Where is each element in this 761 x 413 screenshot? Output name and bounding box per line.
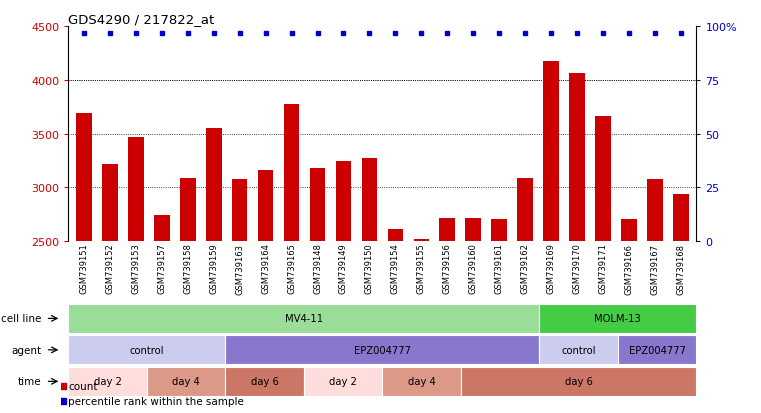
Text: control: control: [129, 345, 164, 355]
Bar: [154, 216, 170, 242]
Text: day 6: day 6: [250, 376, 279, 387]
Bar: [180, 178, 196, 242]
Bar: [543, 62, 559, 242]
Text: day 4: day 4: [408, 376, 435, 387]
Bar: [310, 169, 325, 242]
Bar: [387, 229, 403, 242]
Bar: [68, 304, 540, 333]
Text: day 6: day 6: [565, 376, 593, 387]
Bar: [621, 219, 637, 242]
Bar: [304, 367, 383, 396]
Text: control: control: [562, 345, 596, 355]
Text: day 4: day 4: [172, 376, 200, 387]
Bar: [595, 117, 610, 242]
Bar: [76, 114, 92, 242]
Bar: [461, 367, 696, 396]
Text: day 2: day 2: [330, 376, 357, 387]
Text: MV4-11: MV4-11: [285, 313, 323, 324]
Bar: [336, 161, 352, 242]
Bar: [540, 304, 696, 333]
Text: percentile rank within the sample: percentile rank within the sample: [68, 396, 244, 406]
Text: GDS4290 / 217822_at: GDS4290 / 217822_at: [68, 13, 215, 26]
Text: day 2: day 2: [94, 376, 122, 387]
Bar: [647, 180, 663, 242]
Bar: [102, 165, 118, 242]
Bar: [68, 367, 147, 396]
Bar: [382, 367, 461, 396]
Text: cell line: cell line: [1, 313, 41, 324]
Bar: [673, 195, 689, 242]
Bar: [128, 138, 144, 242]
Bar: [413, 240, 429, 242]
Bar: [466, 218, 481, 242]
Bar: [440, 218, 455, 242]
Bar: [540, 335, 618, 365]
Bar: [284, 105, 299, 242]
Text: agent: agent: [11, 345, 41, 355]
Bar: [206, 128, 221, 242]
Bar: [147, 367, 225, 396]
Text: time: time: [18, 376, 41, 387]
Bar: [492, 219, 507, 242]
Text: EPZ004777: EPZ004777: [629, 345, 686, 355]
Bar: [225, 367, 304, 396]
Bar: [258, 170, 273, 242]
Bar: [68, 335, 225, 365]
Bar: [517, 179, 533, 242]
Bar: [361, 159, 377, 242]
Text: count: count: [68, 381, 98, 391]
Bar: [569, 74, 584, 242]
Text: EPZ004777: EPZ004777: [354, 345, 411, 355]
Bar: [618, 335, 696, 365]
Bar: [232, 179, 247, 242]
Text: MOLM-13: MOLM-13: [594, 313, 642, 324]
Bar: [225, 335, 540, 365]
